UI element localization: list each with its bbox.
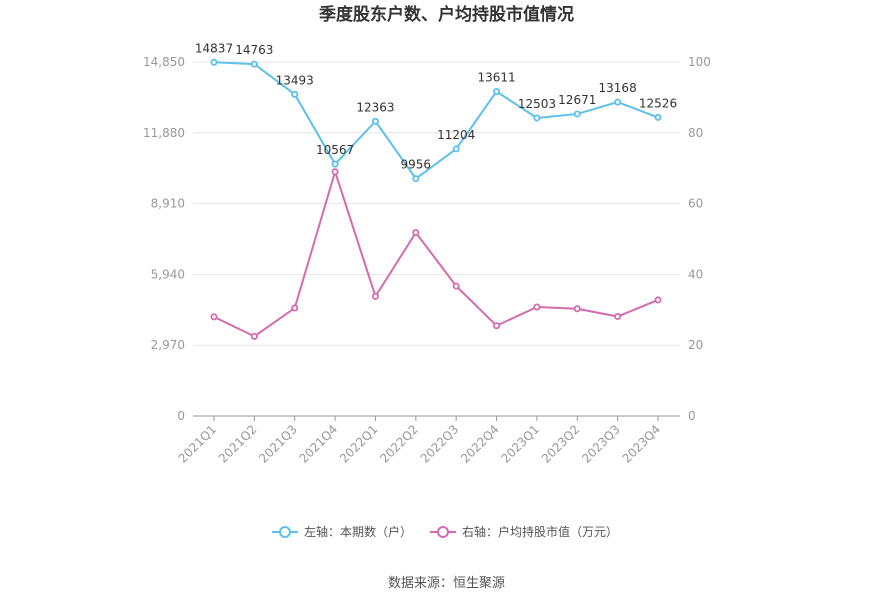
data-label: 10567	[316, 143, 354, 157]
data-label: 14763	[235, 43, 273, 57]
data-point	[533, 303, 541, 311]
data-point	[493, 88, 501, 96]
x-tick-label: 2021Q3	[256, 422, 300, 466]
legend-marker	[279, 526, 291, 538]
series-layer: 14837 14763134931056712363995611204136111…	[195, 41, 677, 340]
data-label: 14837	[195, 41, 233, 55]
x-tick-label: 2022Q3	[418, 422, 462, 466]
data-point	[371, 292, 379, 300]
legend-item-2: 右轴：户均持股市值（万元）	[430, 524, 618, 539]
data-point	[412, 229, 420, 237]
right-tick-label: 80	[688, 126, 703, 140]
x-tick-label: 2023Q3	[579, 422, 623, 466]
series-2	[210, 168, 662, 340]
data-label: 13493	[276, 73, 314, 87]
left-tick-label: 8,910	[151, 197, 185, 211]
right-tick-label: 0	[688, 409, 696, 423]
series-1: 14837 14763134931056712363995611204136111…	[195, 41, 677, 183]
grid	[193, 61, 680, 346]
data-label: 13611	[477, 71, 515, 85]
data-point	[412, 175, 420, 183]
data-point	[493, 322, 501, 330]
right-tick-label: 40	[688, 267, 703, 281]
data-point	[452, 282, 460, 290]
x-tick-label: 2022Q4	[458, 422, 502, 466]
data-point	[291, 90, 299, 98]
x-tick-label: 2021Q4	[297, 422, 341, 466]
legend-marker	[437, 526, 449, 538]
data-point	[371, 117, 379, 125]
legend-label: 左轴：本期数（户）	[304, 524, 412, 539]
data-point	[533, 114, 541, 122]
x-tick-label: 2023Q2	[539, 422, 583, 466]
x-tick-label: 2023Q4	[620, 422, 664, 466]
data-label: 12526	[639, 96, 677, 110]
legend-item-1: 左轴：本期数（户）	[272, 524, 412, 539]
right-tick-label: 100	[688, 55, 711, 69]
left-axis: 0 2,970 5,940 8,910 11,880 14,850	[143, 55, 185, 423]
data-point	[614, 313, 622, 321]
data-point	[654, 113, 662, 121]
left-tick-label: 5,940	[151, 267, 185, 281]
right-tick-label: 20	[688, 338, 703, 352]
data-point	[331, 168, 339, 176]
data-point	[654, 296, 662, 304]
data-point	[250, 332, 258, 340]
chart-title: 季度股东户数、户均持股市值情况	[319, 4, 574, 25]
data-label: 11204	[437, 128, 475, 142]
right-axis: 0 20 40 60 80 100	[688, 55, 711, 423]
data-point	[250, 60, 258, 68]
data-label: 13168	[599, 81, 637, 95]
x-tick-label: 2021Q1	[176, 422, 220, 466]
data-label: 12671	[558, 93, 596, 107]
x-tick-label: 2022Q1	[337, 422, 381, 466]
data-point	[210, 313, 218, 321]
source-text: 数据来源：恒生聚源	[388, 576, 505, 591]
series-line	[213, 168, 659, 338]
data-label: 9956	[401, 158, 432, 172]
left-tick-label: 0	[177, 409, 185, 423]
legend: 左轴：本期数（户） 右轴：户均持股市值（万元）	[272, 524, 618, 539]
left-tick-label: 2,970	[151, 338, 185, 352]
x-tick-label: 2021Q2	[216, 422, 260, 466]
x-tick-label: 2022Q2	[377, 422, 421, 466]
x-axis: 2021Q12021Q22021Q32021Q42022Q12022Q22022…	[176, 415, 680, 466]
data-point	[614, 98, 622, 106]
x-tick-label: 2023Q1	[498, 422, 542, 466]
data-label: 12503	[518, 97, 556, 111]
data-point	[573, 305, 581, 313]
left-tick-label: 14,850	[143, 55, 185, 69]
data-point	[210, 58, 218, 66]
data-point	[291, 304, 299, 312]
data-point	[573, 110, 581, 118]
data-point	[331, 160, 339, 168]
left-tick-label: 11,880	[143, 126, 185, 140]
legend-label: 右轴：户均持股市值（万元）	[462, 524, 618, 539]
right-tick-label: 60	[688, 197, 703, 211]
series-line	[213, 61, 659, 181]
data-point	[452, 145, 460, 153]
data-label: 12363	[356, 100, 394, 114]
